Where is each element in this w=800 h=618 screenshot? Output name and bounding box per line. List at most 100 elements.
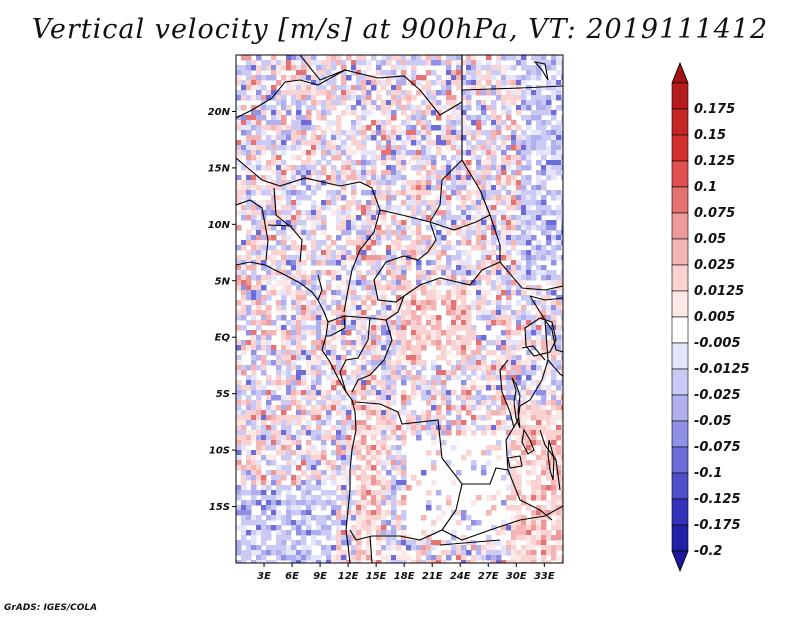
field-cell: [251, 295, 257, 301]
field-cell: [241, 95, 247, 101]
field-cell: [306, 425, 312, 431]
field-cell: [531, 235, 537, 241]
field-cell: [521, 560, 527, 563]
field-cell: [546, 430, 552, 436]
field-cell: [441, 190, 447, 196]
field-cell: [281, 175, 287, 181]
field-cell: [411, 360, 417, 366]
field-cell: [261, 455, 267, 461]
field-cell: [476, 70, 482, 76]
field-cell: [346, 280, 352, 286]
field-cell: [286, 270, 292, 276]
field-cell: [421, 90, 427, 96]
field-cell: [536, 440, 542, 446]
field-cell: [261, 440, 267, 446]
field-cell: [511, 220, 517, 226]
field-cell: [281, 220, 287, 226]
field-cell: [451, 145, 457, 151]
field-cell: [536, 410, 542, 416]
field-cell: [301, 135, 307, 141]
field-cell: [441, 235, 447, 241]
field-cell: [386, 250, 392, 256]
field-cell: [306, 300, 312, 306]
field-cell: [516, 260, 522, 266]
field-cell: [421, 155, 427, 161]
field-cell: [356, 430, 362, 436]
field-cell: [261, 435, 267, 441]
field-cell: [506, 435, 512, 441]
field-cell: [301, 295, 307, 301]
field-cell: [326, 545, 332, 551]
field-cell: [376, 445, 382, 451]
field-cell: [276, 110, 282, 116]
field-cell: [426, 300, 432, 306]
field-cell: [281, 160, 287, 166]
field-cell: [241, 55, 247, 61]
field-cell: [241, 535, 247, 541]
field-cell: [451, 135, 457, 141]
field-cell: [246, 410, 252, 416]
field-cell: [236, 245, 242, 251]
field-cell: [451, 325, 457, 331]
colorbar-level-label: -0.125: [694, 492, 741, 507]
field-cell: [291, 185, 297, 191]
field-cell: [506, 540, 512, 546]
field-cell: [441, 330, 447, 336]
field-cell: [291, 265, 297, 271]
field-cell: [371, 375, 377, 381]
field-cell: [546, 80, 552, 86]
field-cell: [526, 165, 532, 171]
field-cell: [541, 55, 547, 61]
field-cell: [261, 230, 267, 236]
field-cell: [406, 135, 412, 141]
field-cell: [286, 385, 292, 391]
field-cell: [381, 305, 387, 311]
field-cell: [531, 100, 537, 106]
field-cell: [241, 265, 247, 271]
field-cell: [266, 440, 272, 446]
field-cell: [256, 280, 262, 286]
field-cell: [326, 530, 332, 536]
field-cell: [431, 250, 437, 256]
field-cell: [406, 105, 412, 111]
field-cell: [561, 270, 563, 276]
field-cell: [271, 155, 277, 161]
field-cell: [501, 410, 507, 416]
field-cell: [521, 235, 527, 241]
field-cell: [421, 560, 427, 563]
field-cell: [331, 510, 337, 516]
field-cell: [361, 360, 367, 366]
field-cell: [456, 365, 462, 371]
field-cell: [511, 390, 517, 396]
field-cell: [286, 405, 292, 411]
field-cell: [436, 490, 442, 496]
colorbar-level-label: 0.05: [694, 232, 726, 247]
field-cell: [556, 145, 562, 151]
field-cell: [311, 330, 317, 336]
field-cell: [306, 90, 312, 96]
field-cell: [346, 215, 352, 221]
field-cell: [296, 445, 302, 451]
field-cell: [491, 395, 497, 401]
field-cell: [471, 430, 477, 436]
field-cell: [436, 250, 442, 256]
field-cell: [341, 420, 347, 426]
field-cell: [326, 350, 332, 356]
field-cell: [451, 70, 457, 76]
field-cell: [381, 435, 387, 441]
field-cell: [481, 470, 487, 476]
field-cell: [376, 130, 382, 136]
field-cell: [366, 210, 372, 216]
field-cell: [456, 265, 462, 271]
field-cell: [421, 210, 427, 216]
field-cell: [561, 240, 563, 246]
field-cell: [356, 130, 362, 136]
field-cell: [486, 545, 492, 551]
field-cell: [446, 105, 452, 111]
field-cell: [461, 195, 467, 201]
field-cell: [331, 150, 337, 156]
field-cell: [561, 285, 563, 291]
field-cell: [246, 420, 252, 426]
field-cell: [336, 135, 342, 141]
field-cell: [331, 560, 337, 563]
